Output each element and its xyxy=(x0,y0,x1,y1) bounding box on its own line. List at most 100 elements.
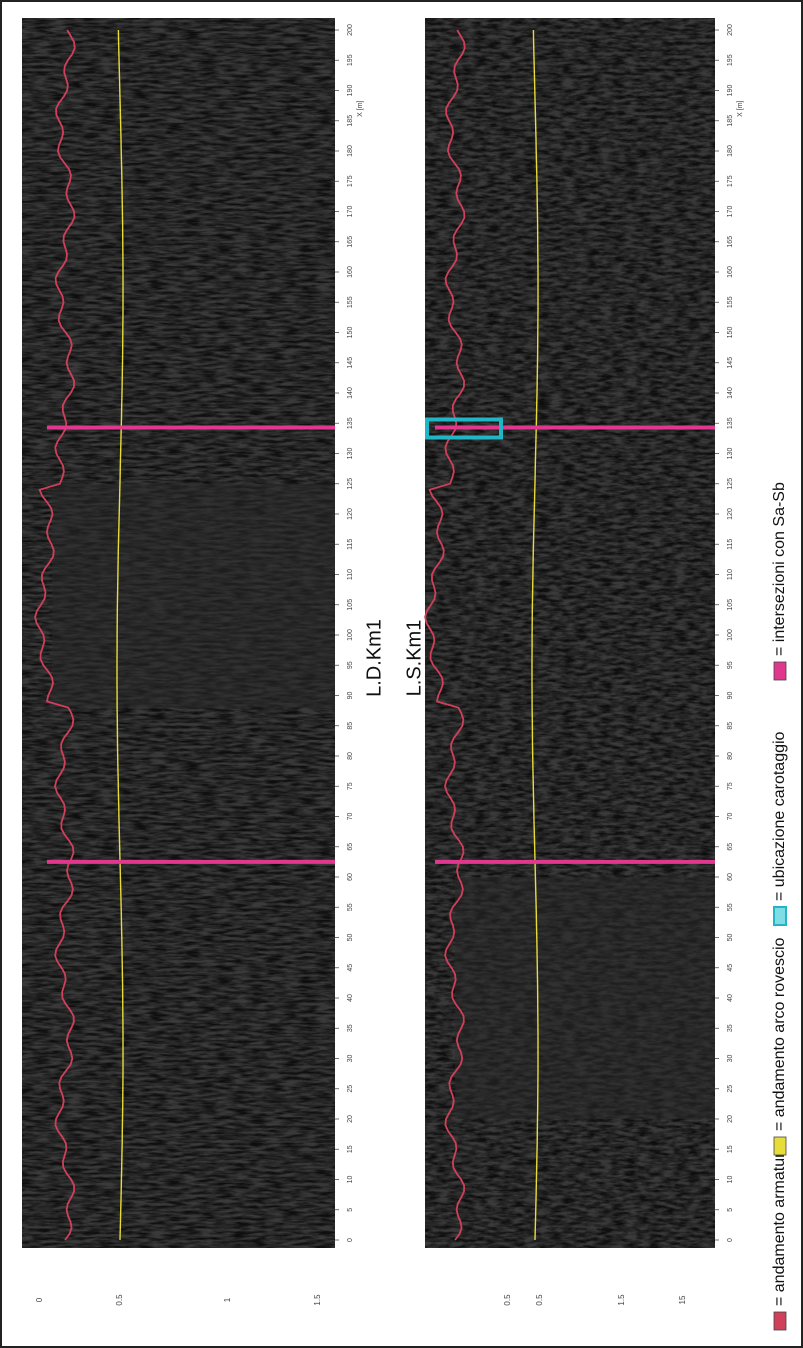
distance-tick-label: 90 xyxy=(347,692,354,700)
armatura-line xyxy=(424,29,466,1241)
distance-tick-label: 65 xyxy=(347,843,354,851)
distance-tick-label: 140 xyxy=(727,387,734,399)
distance-tick-label: 195 xyxy=(727,54,734,66)
distance-tick-label: 165 xyxy=(347,236,354,248)
distance-tick-label: 115 xyxy=(727,539,734,550)
distance-tick-label: 185 xyxy=(727,115,734,127)
legend-swatch xyxy=(773,1136,787,1156)
distance-tick-label: 150 xyxy=(727,327,734,339)
depth-tick-label: 0.5 xyxy=(535,1294,544,1306)
distance-tick-label: 110 xyxy=(347,569,354,580)
distance-tick-label: 0 xyxy=(727,1238,734,1242)
distance-tick-label: 180 xyxy=(347,145,354,157)
distance-tick-label: 195 xyxy=(347,54,354,66)
distance-tick-label: 75 xyxy=(727,782,734,790)
distance-tick-label: 105 xyxy=(347,599,354,611)
distance-tick-label: 155 xyxy=(727,296,734,308)
distance-tick-label: 85 xyxy=(347,722,354,730)
distance-tick-label: 70 xyxy=(347,813,354,821)
distance-tick-label: 125 xyxy=(347,478,354,490)
distance-tick-label: 190 xyxy=(727,85,734,97)
distance-tick-label: 75 xyxy=(347,782,354,790)
armatura-line xyxy=(34,29,76,1241)
distance-tick-label: 30 xyxy=(727,1055,734,1063)
distance-tick-label: 145 xyxy=(727,357,734,369)
distance-tick-label: 175 xyxy=(347,175,354,187)
distance-tick-label: 100 xyxy=(347,629,354,641)
distance-tick-label: 70 xyxy=(727,813,734,821)
distance-tick-label: 145 xyxy=(347,357,354,369)
distance-tick-label: 135 xyxy=(347,417,354,429)
distance-tick-label: 95 xyxy=(727,661,734,669)
distance-tick-label: 115 xyxy=(347,539,354,550)
legend-swatch xyxy=(773,1311,787,1331)
depth-tick-label: 15 xyxy=(678,1295,687,1304)
depth-tick-label: 0.5 xyxy=(115,1294,124,1306)
distance-tick-label: 40 xyxy=(727,994,734,1002)
distance-tick-label: 25 xyxy=(347,1085,354,1093)
distance-tick-label: 165 xyxy=(727,236,734,248)
distance-tick-label: 180 xyxy=(727,145,734,157)
legend-swatch xyxy=(773,906,787,926)
distance-tick-label: 170 xyxy=(727,206,734,218)
distance-tick-label: 135 xyxy=(727,417,734,429)
distance-tick-label: 200 xyxy=(727,24,734,36)
distance-tick-label: 200 xyxy=(347,24,354,36)
distance-tick-label: 105 xyxy=(727,599,734,611)
distance-tick-label: 45 xyxy=(347,964,354,972)
distance-unit: X [m] xyxy=(737,100,744,116)
distance-tick-label: 40 xyxy=(347,994,354,1002)
legend-label: = intersezioni con Sa-Sb xyxy=(771,482,788,656)
distance-unit: X [m] xyxy=(357,100,364,116)
distance-tick-label: 15 xyxy=(727,1145,734,1153)
depth-tick-label: 1.5 xyxy=(617,1294,626,1306)
distance-tick-label: 155 xyxy=(347,296,354,308)
distance-tick-label: 160 xyxy=(347,266,354,278)
radargram-dark-zone xyxy=(455,877,715,1119)
distance-tick-label: 85 xyxy=(727,722,734,730)
distance-tick-label: 15 xyxy=(347,1145,354,1153)
distance-tick-label: 150 xyxy=(347,327,354,339)
panel-title: L.D.Km1 xyxy=(363,619,385,697)
distance-tick-label: 80 xyxy=(727,752,734,760)
distance-tick-label: 55 xyxy=(347,903,354,911)
distance-tick-label: 20 xyxy=(727,1115,734,1123)
distance-tick-label: 170 xyxy=(347,206,354,218)
distance-tick-label: 120 xyxy=(727,508,734,520)
distance-tick-label: 20 xyxy=(347,1115,354,1123)
distance-tick-label: 175 xyxy=(727,175,734,187)
distance-tick-label: 5 xyxy=(727,1208,734,1212)
depth-tick-label: 1 xyxy=(223,1297,232,1302)
legend-label: = andamento armatura xyxy=(771,1144,788,1306)
distance-tick-label: 95 xyxy=(347,661,354,669)
core-location xyxy=(425,417,503,440)
distance-tick-label: 65 xyxy=(727,843,734,851)
legend-swatch xyxy=(773,661,787,681)
distance-tick-label: 120 xyxy=(347,508,354,520)
radargram-dark-zone xyxy=(52,483,335,708)
depth-tick-label: 1.5 xyxy=(313,1294,322,1306)
distance-tick-label: 190 xyxy=(347,85,354,97)
distance-tick-label: 80 xyxy=(347,752,354,760)
legend-label: = ubicazione carotaggio xyxy=(771,731,788,901)
distance-tick-label: 50 xyxy=(727,934,734,942)
distance-tick-label: 10 xyxy=(347,1176,354,1184)
depth-tick-label: 0.5 xyxy=(503,1294,512,1306)
distance-tick-label: 35 xyxy=(727,1024,734,1032)
distance-tick-label: 60 xyxy=(727,873,734,881)
legend-label: = andamento arco rovescio xyxy=(771,937,788,1131)
distance-tick-label: 5 xyxy=(347,1208,354,1212)
arco-rovescio-line xyxy=(531,29,539,1241)
distance-tick-label: 45 xyxy=(727,964,734,972)
depth-tick-label: 0 xyxy=(35,1297,44,1302)
distance-tick-label: 90 xyxy=(727,692,734,700)
distance-tick-label: 25 xyxy=(727,1085,734,1093)
panel-title: L.S.Km1 xyxy=(403,620,425,697)
distance-tick-label: 130 xyxy=(347,448,354,460)
distance-tick-label: 110 xyxy=(727,569,734,580)
distance-tick-label: 35 xyxy=(347,1024,354,1032)
distance-tick-label: 140 xyxy=(347,387,354,399)
distance-tick-label: 185 xyxy=(347,115,354,127)
